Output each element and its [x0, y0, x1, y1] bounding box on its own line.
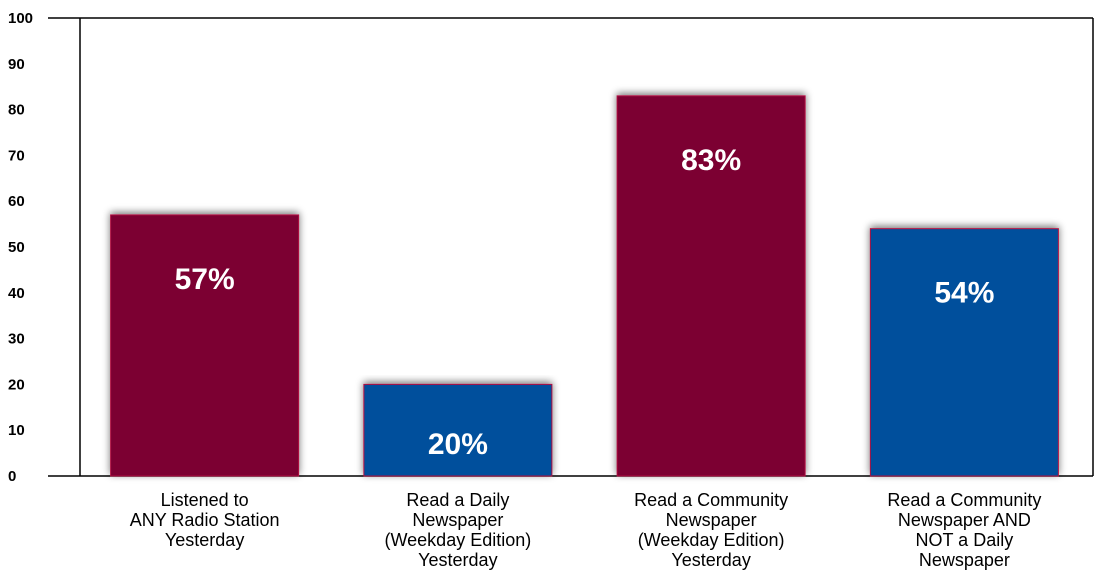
y-tick-label: 50	[8, 239, 25, 256]
bar-data-label: 57%	[175, 263, 235, 296]
x-category-label-line: Newspaper	[412, 510, 503, 530]
y-tick-label: 10	[8, 422, 25, 439]
x-category-label-line: (Weekday Edition)	[638, 530, 785, 550]
y-axis: 0 10 20 30 40 50 60 70 80 90 100	[8, 10, 33, 485]
x-category-label-line: Newspaper AND	[898, 510, 1031, 530]
x-category-label-line: Newspaper	[919, 550, 1010, 570]
x-category-label-line: Yesterday	[165, 530, 244, 550]
y-tick-label: 80	[8, 102, 25, 119]
x-category-label-line: Read a Daily	[406, 490, 509, 510]
y-tick-label: 0	[8, 468, 16, 485]
x-category-label: Listened to ANY Radio Station Yesterday	[130, 490, 280, 550]
x-category-label-line: Read a Community	[887, 490, 1041, 510]
y-tick-label: 60	[8, 193, 25, 210]
y-tick-label: 70	[8, 147, 25, 164]
y-tick-label: 100	[8, 10, 33, 27]
bar-data-label: 20%	[428, 428, 488, 461]
bar	[363, 383, 553, 477]
x-category-label-line: Listened to	[161, 490, 249, 510]
bar	[110, 214, 300, 477]
x-category-label-line: Read a Community	[634, 490, 788, 510]
bars: 57% 20% 83% 54%	[110, 95, 1059, 477]
bar-data-label: 54%	[934, 277, 994, 310]
x-category-label: Read a Community Newspaper (Weekday Editio…	[634, 490, 788, 570]
bar	[869, 228, 1059, 477]
bar-data-label: 83%	[681, 144, 741, 177]
x-category-label-line: NOT a Daily	[916, 530, 1014, 550]
x-category-label-line: Newspaper	[666, 510, 757, 530]
x-axis: Listened to ANY Radio Station YesterdayRea…	[130, 490, 1042, 570]
y-tick-label: 20	[8, 376, 25, 393]
x-category-label-line: (Weekday Edition)	[385, 530, 532, 550]
x-category-label-line: Yesterday	[671, 550, 750, 570]
x-category-label-line: Yesterday	[418, 550, 497, 570]
x-category-label: Read a Community Newspaper AND NOT a Daily…	[887, 490, 1041, 570]
x-category-label: Read a Daily Newspaper (Weekday Edition) Ye…	[385, 490, 532, 570]
x-category-label-line: ANY Radio Station	[130, 510, 280, 530]
y-tick-label: 30	[8, 331, 25, 348]
y-tick-label: 90	[8, 56, 25, 73]
bar	[616, 95, 806, 477]
y-tick-label: 40	[8, 285, 25, 302]
